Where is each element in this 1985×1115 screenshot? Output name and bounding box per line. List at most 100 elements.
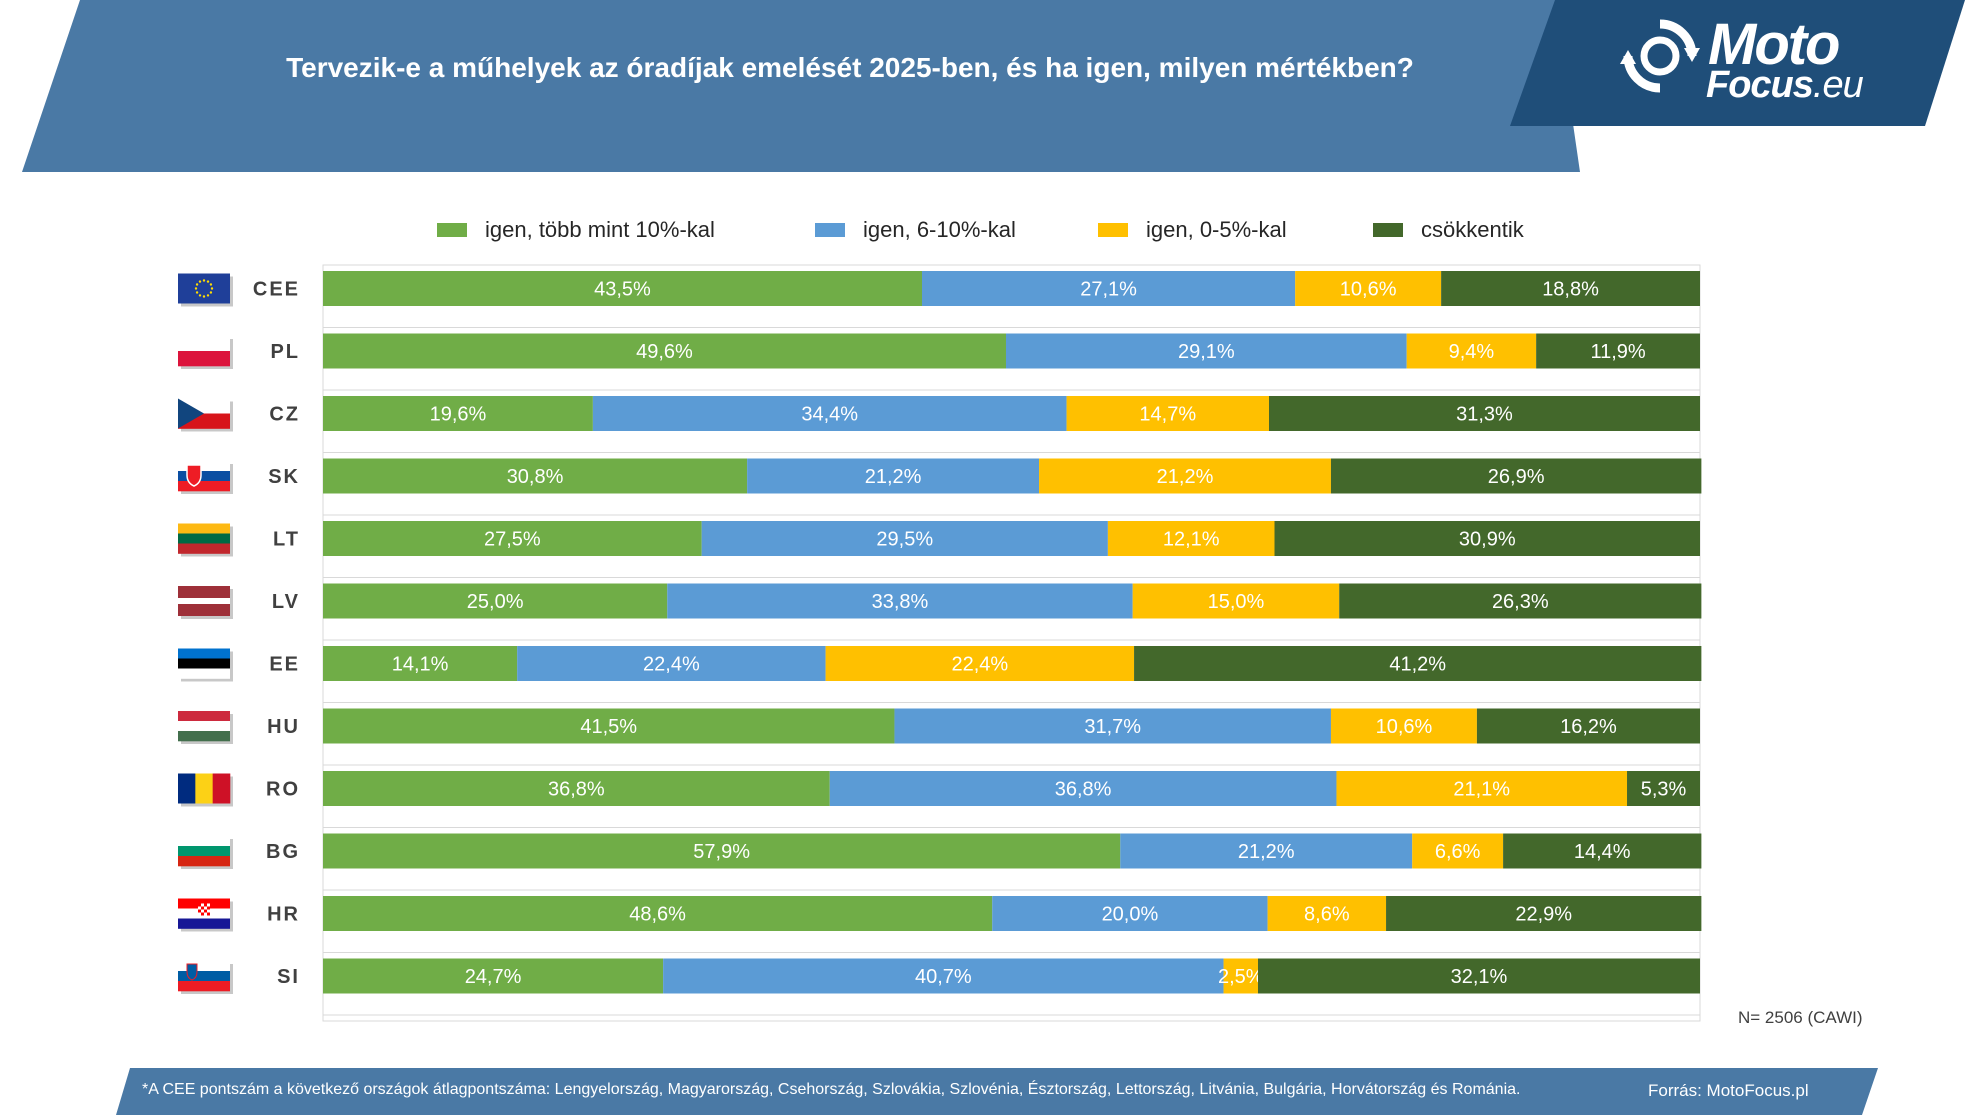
bar-segment [323,771,830,806]
data-label: 15,0% [1208,591,1265,613]
data-label: 21,1% [1453,779,1510,801]
data-label: 40,7% [915,966,972,988]
category-label: LT [273,529,300,551]
bar-segment [747,458,1040,494]
bar-segment [1039,458,1331,494]
footnote: *A CEE pontszám a következő országok átl… [142,1081,1521,1098]
data-label: 36,8% [1055,779,1112,801]
bar-segment [1476,708,1700,744]
data-label: 16,2% [1560,716,1617,738]
data-label: 26,9% [1488,466,1545,488]
bar-segment [667,583,1133,619]
motofocus-logo: Moto Focus.eu [1618,12,1878,112]
legend-label: igen, több mint 10%-kal [485,217,715,242]
bar-segment [921,271,1296,306]
data-label: 14,1% [392,654,449,676]
legend-label: igen, 0-5%-kal [1146,217,1287,242]
chart-legend: igen, több mint 10%-kal igen, 6-10%-kal … [0,215,1985,245]
bar-segment [1330,458,1702,494]
legend-item-6-10: igen, 6-10%-kal [815,215,1016,245]
bar-segment [1503,833,1702,869]
bar-segment [1441,271,1700,306]
data-label: 30,8% [507,466,564,488]
data-label: 26,3% [1492,591,1549,613]
data-label: 9,4% [1449,341,1495,363]
bar-segment [1406,333,1537,369]
data-label: 10,6% [1376,716,1433,738]
data-label: 24,7% [465,966,522,988]
legend-label: igen, 6-10%-kal [863,217,1016,242]
bar-segment [894,708,1331,744]
bar-segment [701,521,1108,556]
data-label: 30,9% [1459,529,1516,551]
data-label: 33,8% [872,591,929,613]
header-banner [22,0,1965,172]
data-label: 18,8% [1542,279,1599,301]
bar-segment [1134,646,1702,681]
data-label: 21,2% [1238,841,1295,863]
legend-swatch-blue [815,223,845,237]
bar-segment [1257,958,1700,994]
data-label: 29,5% [876,529,933,551]
bar-segment [1536,333,1700,369]
croatia-flag-icon [178,898,233,932]
bar-segment [592,396,1067,431]
bar-segment [323,896,993,931]
data-label: 20,0% [1102,904,1159,926]
category-label: SK [268,466,300,488]
bulgaria-flag-icon [178,836,233,869]
category-label: HU [267,716,300,738]
logo-text-focus: Focus.eu [1706,64,1864,106]
logo-arrows-icon [1620,19,1700,93]
data-label: 8,6% [1304,904,1350,926]
data-label: 57,9% [693,841,750,863]
data-label: 21,2% [1157,466,1214,488]
bar-segment [1268,396,1700,431]
bar-segment [1274,521,1700,556]
bar-segment [517,646,826,681]
slovenia-flag-icon [178,961,233,994]
bar-segment [323,708,895,744]
data-label: 22,4% [643,654,700,676]
data-label: 27,1% [1080,279,1137,301]
bar-segment [1107,521,1275,556]
data-label: 34,4% [801,404,858,426]
data-label: 10,6% [1340,279,1397,301]
bar-segment [323,958,664,994]
bar-segment [1627,771,1700,806]
source-credit: Forrás: MotoFocus.pl [1648,1081,1809,1100]
bar-segment [1132,583,1340,619]
bar-segment [829,771,1337,806]
data-label: 49,6% [636,341,693,363]
eu-flag-icon [178,273,233,307]
bar-segment [1295,271,1442,306]
latvia-flag-icon [178,586,233,619]
data-label: 25,0% [467,591,524,613]
data-label: 31,3% [1456,404,1513,426]
data-label: 14,4% [1574,841,1631,863]
data-label: 21,2% [865,466,922,488]
category-label: PL [270,341,300,363]
romania-flag-icon [178,773,233,807]
slovakia-flag-icon [178,461,233,494]
data-label: 27,5% [484,529,541,551]
legend-swatch-darkgreen [1373,223,1403,237]
data-label: 11,9% [1590,341,1645,363]
czech-flag-icon [178,398,233,432]
stacked-bar-chart: CEE 43,5% 27,1% 10,6% 18,8% PL 49,6% 29,1% 9,4% 1… [178,264,1702,1022]
data-label: 41,2% [1389,654,1446,676]
chart-title: Tervezik-e a műhelyek az óradíjak emelés… [286,52,1414,83]
category-label: EE [269,654,300,676]
bar-segment [1386,896,1702,931]
hungary-flag-icon [178,711,233,744]
bar-segment [663,958,1224,994]
data-label: 22,4% [951,654,1008,676]
sample-size-note: N= 2506 (CAWI) [1738,1008,1863,1027]
bar-segment [1267,896,1387,931]
bar-segment [825,646,1135,681]
bar-segment [323,646,518,681]
data-label: 31,7% [1084,716,1141,738]
bar-segment [1336,771,1628,806]
poland-flag-icon [178,336,233,369]
legend-swatch-green [437,223,467,237]
